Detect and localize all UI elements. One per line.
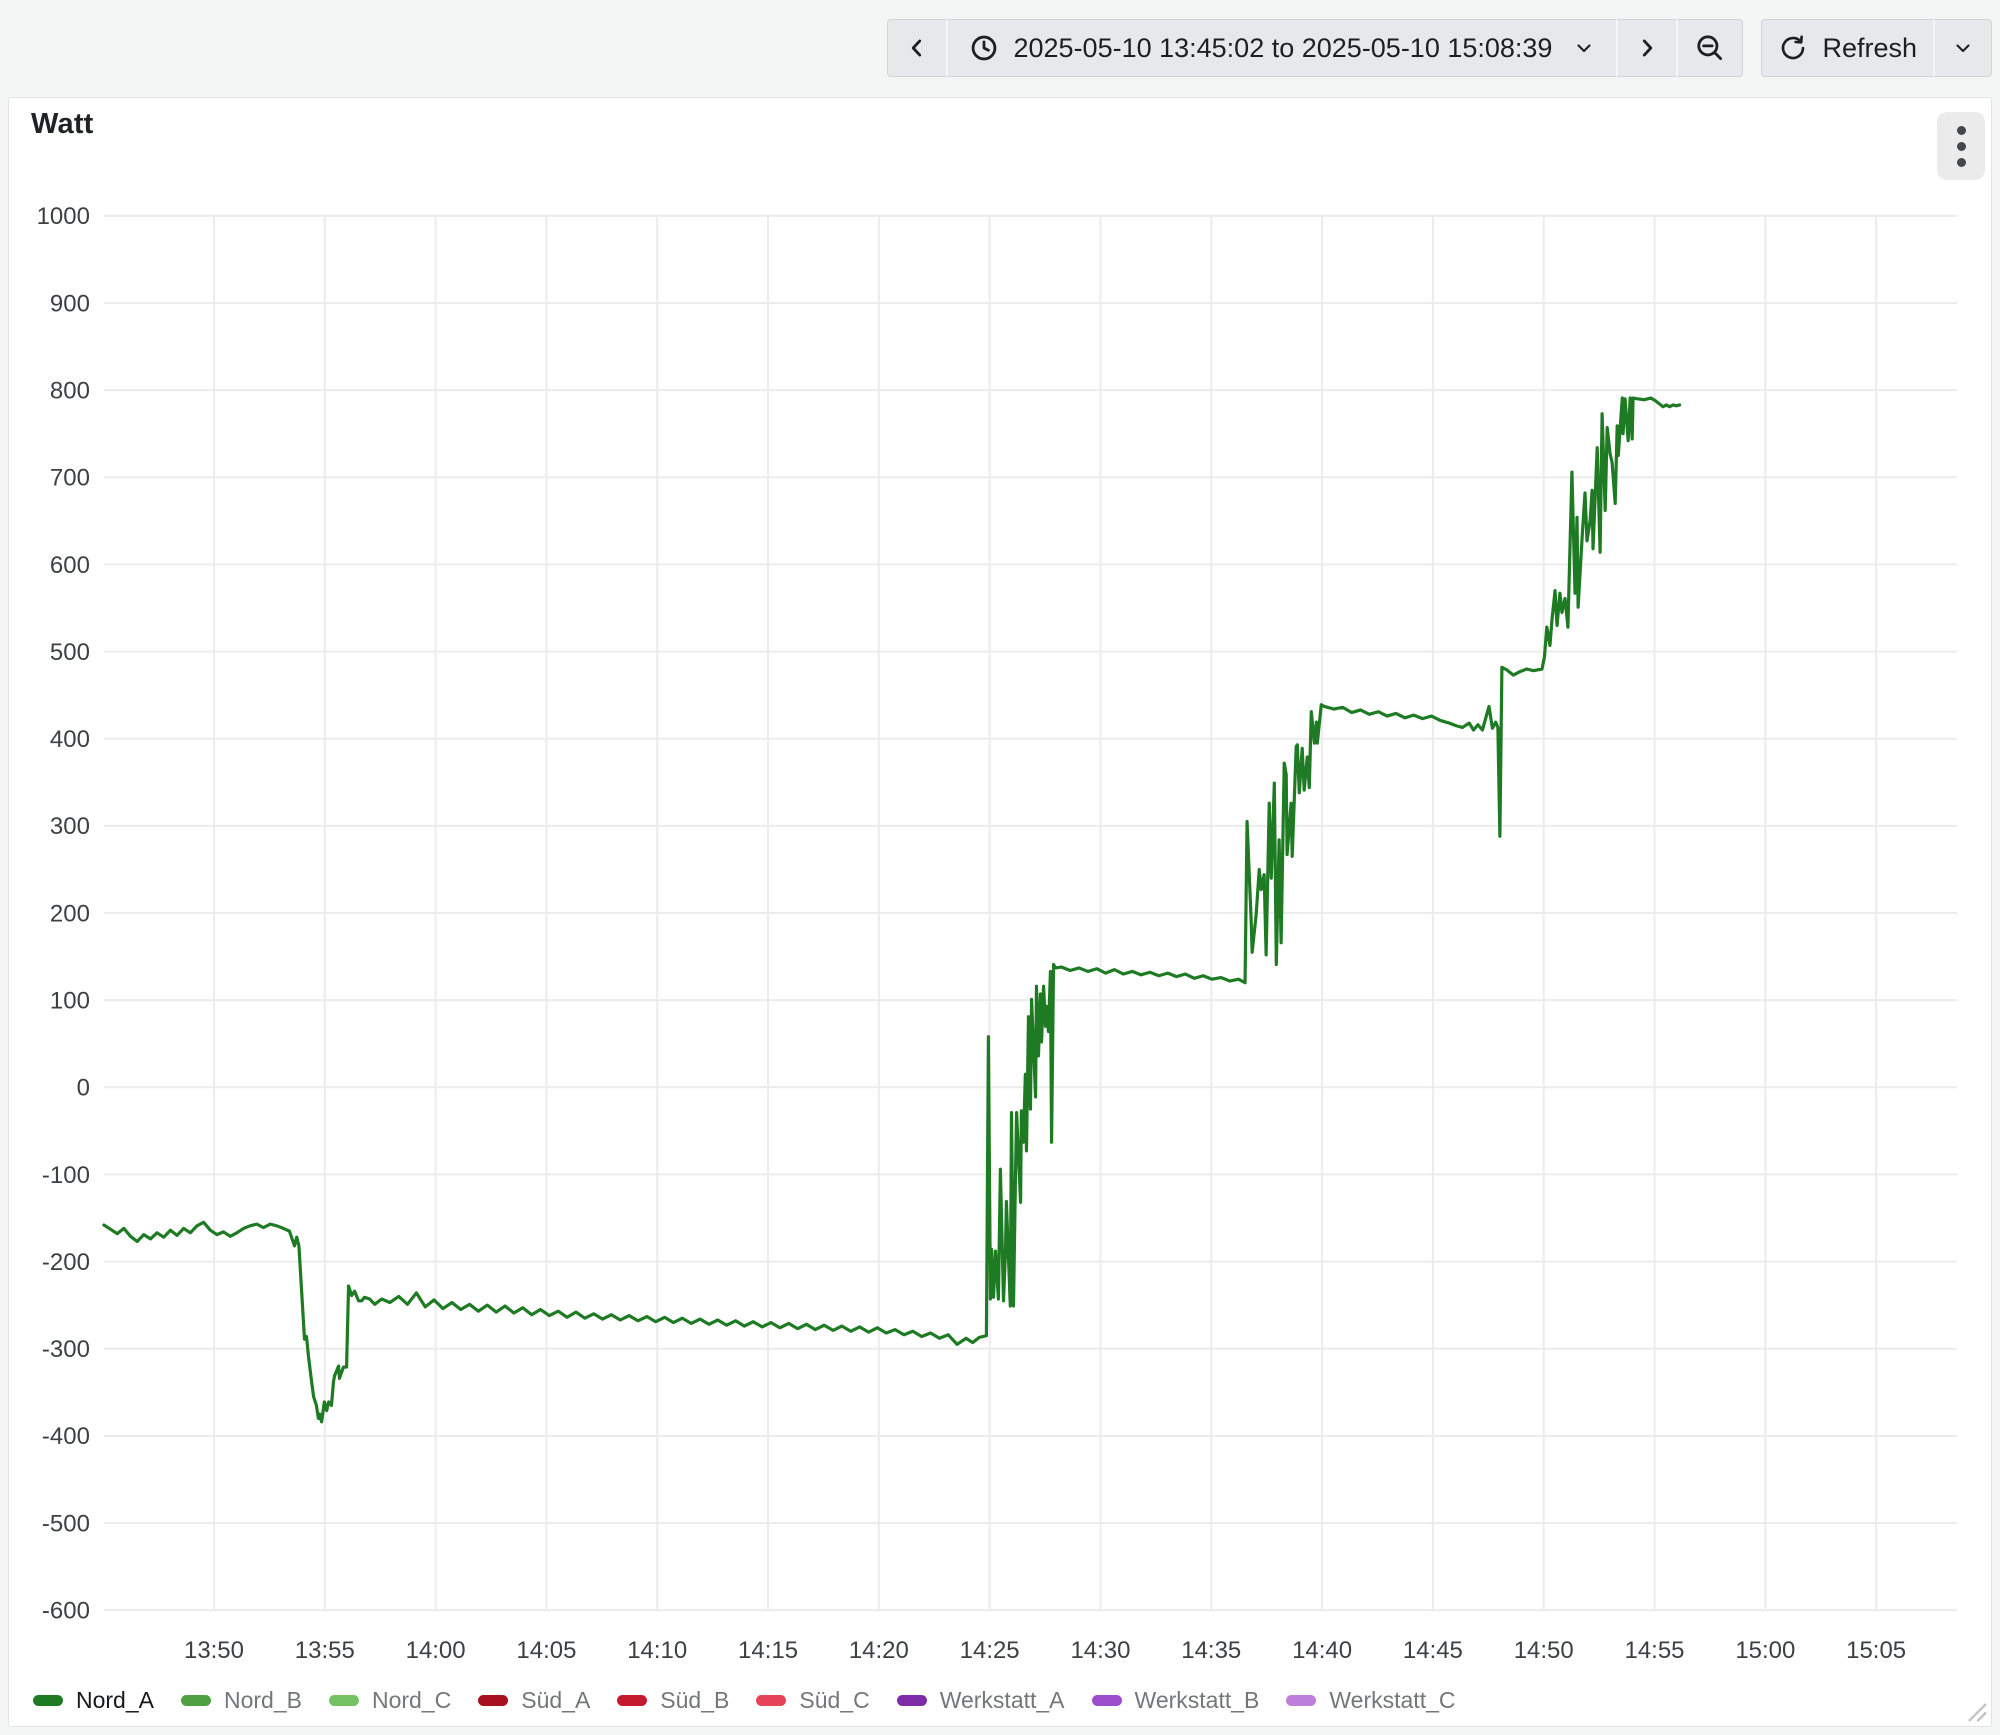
legend-item-Süd_C[interactable]: Süd_C [756, 1687, 870, 1714]
magnifier-minus-icon [1694, 32, 1726, 64]
legend-label: Werkstatt_A [939, 1687, 1065, 1713]
legend-swatch [328, 1695, 359, 1706]
x-tick-label: 13:50 [184, 1637, 244, 1664]
x-tick-label: 14:35 [1181, 1637, 1241, 1664]
y-tick-label: 300 [50, 813, 90, 840]
legend-swatch [478, 1695, 509, 1706]
refresh-interval-dropdown[interactable] [1933, 19, 1992, 77]
x-tick-label: 14:40 [1292, 1637, 1352, 1664]
y-tick-label: -300 [42, 1336, 90, 1363]
time-range-button[interactable]: 2025-05-10 13:45:02 to 2025-05-10 15:08:… [945, 19, 1617, 77]
legend-item-Süd_B[interactable]: Süd_B [617, 1687, 729, 1714]
kebab-icon [1956, 125, 1966, 135]
zoom-out-button[interactable] [1676, 19, 1744, 77]
y-tick-label: -400 [42, 1423, 90, 1450]
watt-panel: Watt 1000 900 800 700 600 500 400 300 200 100 0 -10… [8, 97, 1992, 1727]
legend: Nord_A Nord_B Nord_C Süd_A Süd_B Süd_C Werksta… [33, 1687, 1931, 1714]
y-tick-label: 200 [50, 900, 90, 927]
time-shift-back-button[interactable] [886, 19, 946, 77]
legend-swatch [896, 1695, 927, 1706]
legend-item-Werkstatt_A[interactable]: Werkstatt_A [896, 1687, 1065, 1714]
x-tick-label: 14:00 [406, 1637, 466, 1664]
legend-label: Nord_C [371, 1687, 452, 1713]
time-toolbar: 2025-05-10 13:45:02 to 2025-05-10 15:08:… [886, 19, 1992, 77]
x-tick-label: 15:00 [1735, 1637, 1795, 1664]
time-shift-forward-button[interactable] [1616, 19, 1677, 77]
y-tick-label: -500 [42, 1510, 90, 1537]
x-tick-label: 15:05 [1846, 1637, 1906, 1664]
legend-item-Werkstatt_B[interactable]: Werkstatt_B [1091, 1687, 1260, 1714]
legend-label: Süd_C [799, 1687, 870, 1713]
legend-item-Nord_A[interactable]: Nord_A [33, 1687, 154, 1714]
legend-swatch [617, 1695, 648, 1706]
y-tick-label: 800 [50, 378, 90, 405]
x-tick-label: 14:45 [1403, 1637, 1463, 1664]
x-tick-label: 13:55 [295, 1637, 355, 1664]
x-tick-label: 14:10 [627, 1637, 687, 1664]
legend-item-Süd_A[interactable]: Süd_A [478, 1687, 590, 1714]
x-tick-label: 14:50 [1514, 1637, 1574, 1664]
clock-icon [968, 32, 1000, 64]
legend-label: Nord_A [76, 1687, 154, 1713]
legend-swatch [1286, 1695, 1317, 1706]
y-tick-label: -200 [42, 1249, 90, 1276]
series-line-Nord_A [102, 396, 1682, 1424]
x-tick-label: 14:55 [1625, 1637, 1685, 1664]
y-tick-label: 500 [50, 639, 90, 666]
refresh-icon [1778, 33, 1808, 63]
legend-swatch [33, 1695, 63, 1706]
legend-label: Werkstatt_C [1329, 1687, 1456, 1713]
refresh-label: Refresh [1822, 32, 1917, 63]
legend-label: Süd_A [521, 1687, 591, 1713]
refresh-group: Refresh [1761, 19, 1992, 77]
x-tick-label: 14:15 [738, 1637, 798, 1664]
time-picker-group: 2025-05-10 13:45:02 to 2025-05-10 15:08:… [886, 19, 1744, 77]
legend-swatch [180, 1695, 211, 1706]
x-tick-label: 14:30 [1070, 1637, 1130, 1664]
y-tick-label: 0 [77, 1075, 90, 1102]
chevron-left-icon [904, 35, 930, 61]
chevron-down-icon [1572, 36, 1596, 60]
legend-swatch [1091, 1695, 1122, 1706]
y-tick-label: 700 [50, 465, 90, 492]
y-tick-label: 600 [50, 552, 90, 579]
grid-lines [103, 214, 1958, 1612]
watt-chart[interactable]: 10009008007006005004003002001000-100-200… [9, 98, 1991, 1726]
y-tick-label: 900 [50, 290, 90, 317]
legend-label: Nord_B [223, 1687, 302, 1713]
y-tick-label: 400 [50, 726, 90, 753]
legend-item-Werkstatt_C[interactable]: Werkstatt_C [1286, 1687, 1455, 1714]
legend-item-Nord_C[interactable]: Nord_C [328, 1687, 452, 1714]
chevron-right-icon [1634, 35, 1660, 61]
legend-swatch [756, 1695, 787, 1706]
legend-label: Süd_B [660, 1687, 730, 1713]
time-range-label: 2025-05-10 13:45:02 to 2025-05-10 15:08:… [1013, 32, 1553, 63]
legend-item-Nord_B[interactable]: Nord_B [180, 1687, 302, 1714]
y-tick-label: 100 [50, 988, 90, 1015]
legend-label: Werkstatt_B [1134, 1687, 1260, 1713]
x-tick-label: 14:20 [849, 1637, 909, 1664]
axis-tick-labels: 10009008007006005004003002001000-100-200… [37, 203, 1907, 1664]
panel-menu-button[interactable] [1937, 112, 1985, 180]
panel-title: Watt [31, 108, 94, 140]
y-tick-label: -600 [42, 1598, 90, 1625]
refresh-button[interactable]: Refresh [1761, 19, 1933, 77]
y-tick-label: -100 [42, 1162, 90, 1189]
chevron-down-icon [1951, 36, 1975, 60]
y-tick-label: 1000 [37, 203, 90, 230]
x-tick-label: 14:05 [516, 1637, 576, 1664]
x-tick-label: 14:25 [960, 1637, 1020, 1664]
panel-resize-handle[interactable] [1962, 1697, 1988, 1723]
